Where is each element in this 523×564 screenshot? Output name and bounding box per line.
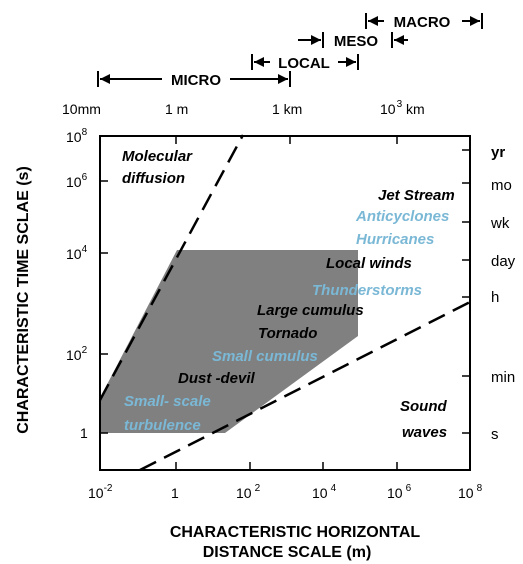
phenomenon-label: Small cumulus xyxy=(212,348,318,365)
x-tick-label: 10-2 xyxy=(88,483,113,501)
right-tick-label: wk xyxy=(490,215,510,232)
bottom-tick-marks xyxy=(175,462,398,470)
phenomenon-label: Large cumulus xyxy=(257,302,364,319)
sound-waves-label: waves xyxy=(402,424,447,441)
top-tick-label: 103 km xyxy=(380,99,425,117)
right-tick-label: day xyxy=(491,253,516,270)
micro-scale-bar xyxy=(97,71,291,87)
y-tick-label: 106 xyxy=(66,172,88,190)
y-tick-label: 104 xyxy=(66,244,88,262)
y-tick-label: 1 xyxy=(80,425,88,441)
phenomenon-label: Thunderstorms xyxy=(312,282,422,299)
phenomenon-label: Jet Stream xyxy=(378,187,455,204)
molecular-diffusion-boundary xyxy=(98,134,245,401)
phenomena-labels: Jet Stream Anticyclones Hurricanes Local wi… xyxy=(124,187,455,434)
local-scale-label: LOCAL xyxy=(278,55,330,72)
top-tick-label: 10mm xyxy=(62,101,101,117)
y-tick-label: 108 xyxy=(66,127,88,145)
x-tick-label: 10 6 xyxy=(387,483,412,501)
macro-scale-label: MACRO xyxy=(394,14,451,31)
molecular-diffusion-label: Molecular xyxy=(122,148,193,165)
local-scale-bar xyxy=(251,54,359,70)
top-tick-label: 1 km xyxy=(272,101,302,117)
x-tick-label: 1 xyxy=(171,485,179,501)
x-tick-label: 10 2 xyxy=(236,483,261,501)
phenomenon-label: turbulence xyxy=(124,417,201,434)
phenomenon-label: Anticyclones xyxy=(355,208,449,225)
meso-scale-bar xyxy=(298,32,408,48)
right-tick-label: s xyxy=(491,426,499,443)
sound-wave-boundary xyxy=(139,300,471,472)
y-tick-label: 102 xyxy=(66,345,88,363)
macro-scale-bar xyxy=(365,13,483,29)
phenomenon-label: Hurricanes xyxy=(356,231,434,248)
meso-scale-label: MESO xyxy=(334,33,379,50)
right-tick-label: mo xyxy=(491,177,512,194)
phenomenon-label: Small- scale xyxy=(124,393,211,410)
x-axis-title: CHARACTERISTIC HORIZONTAL xyxy=(170,524,421,541)
atmospheric-region-shade xyxy=(100,250,358,433)
phenomenon-label: Dust -devil xyxy=(178,370,256,387)
micro-scale-label: MICRO xyxy=(171,72,221,89)
left-tick-marks xyxy=(100,180,108,434)
right-tick-label: min xyxy=(491,369,515,386)
phenomenon-label: Local winds xyxy=(326,255,412,272)
right-tick-label: yr xyxy=(491,144,505,161)
plot-frame xyxy=(99,135,471,471)
top-tick-label: 1 m xyxy=(165,101,188,117)
x-tick-label: 10 4 xyxy=(312,483,337,501)
right-tick-label: h xyxy=(491,289,499,306)
sound-waves-label: Sound xyxy=(400,398,447,415)
y-axis-title: CHARACTERISTIC TIME SCLAE (s) xyxy=(15,166,32,434)
x-axis-title: DISTANCE SCALE (m) xyxy=(203,544,372,561)
top-tick-marks xyxy=(175,136,398,144)
x-tick-label: 10 8 xyxy=(458,483,483,501)
right-tick-marks xyxy=(462,149,470,434)
phenomenon-label: Tornado xyxy=(258,325,317,342)
molecular-diffusion-label: diffusion xyxy=(122,170,185,187)
